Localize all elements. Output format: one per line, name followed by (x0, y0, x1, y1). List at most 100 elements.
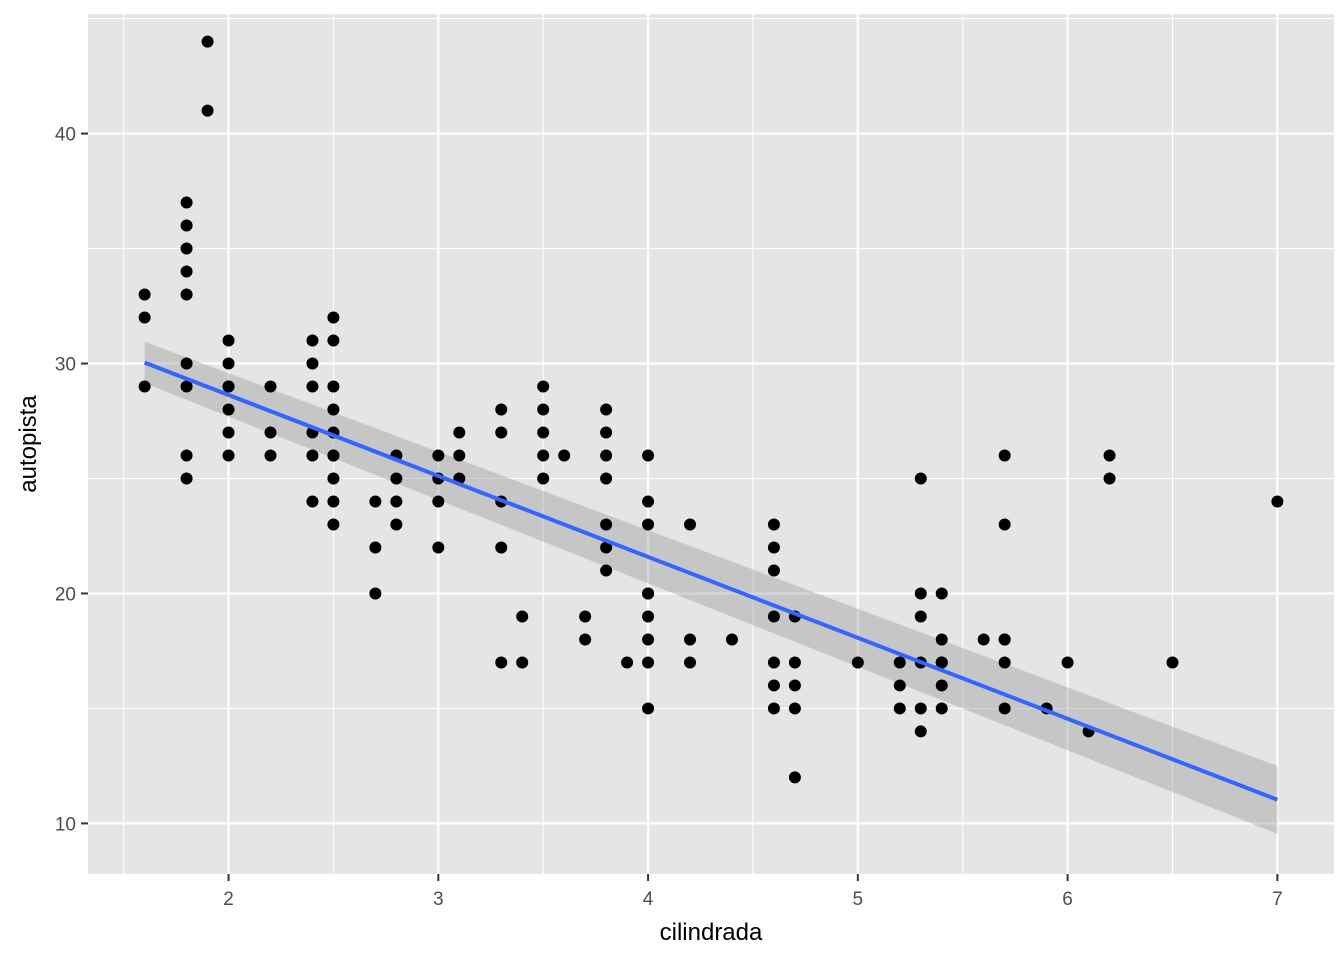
data-point (432, 541, 445, 554)
data-point (600, 564, 613, 577)
data-point (579, 610, 592, 623)
data-point (725, 633, 738, 646)
data-point (264, 449, 277, 462)
data-point (642, 610, 655, 623)
data-point (537, 380, 550, 393)
data-points (138, 35, 1284, 784)
data-point (306, 495, 319, 508)
data-point (642, 518, 655, 531)
data-point (935, 702, 948, 715)
data-point (684, 518, 697, 531)
x-tick-label: 7 (1272, 889, 1283, 910)
x-tick-label: 4 (643, 889, 654, 910)
data-point (180, 265, 193, 278)
data-point (600, 426, 613, 439)
data-point (222, 403, 235, 416)
data-point (222, 426, 235, 439)
data-point (1166, 656, 1179, 669)
y-tick-label: 20 (55, 584, 76, 605)
data-point (201, 35, 214, 48)
data-point (767, 518, 780, 531)
data-point (327, 380, 340, 393)
data-point (432, 495, 445, 508)
data-point (495, 403, 508, 416)
data-point (935, 656, 948, 669)
data-point (767, 564, 780, 577)
data-point (516, 610, 529, 623)
data-point (558, 449, 571, 462)
data-point (914, 472, 927, 485)
data-point (306, 380, 319, 393)
data-point (327, 495, 340, 508)
data-point (264, 426, 277, 439)
data-point (138, 288, 151, 301)
data-point (495, 426, 508, 439)
data-point (327, 518, 340, 531)
data-point (327, 449, 340, 462)
data-point (390, 472, 403, 485)
data-point (327, 311, 340, 324)
data-point (935, 587, 948, 600)
y-tick-label: 10 (55, 814, 76, 835)
y-axis-title: autopista (15, 395, 42, 493)
data-point (600, 449, 613, 462)
data-point (788, 771, 801, 784)
data-point (600, 472, 613, 485)
data-point (327, 472, 340, 485)
data-point (180, 472, 193, 485)
data-point (390, 495, 403, 508)
data-point (495, 656, 508, 669)
data-point (306, 334, 319, 347)
data-point (306, 357, 319, 370)
y-tick-label: 40 (55, 125, 76, 146)
data-point (579, 633, 592, 646)
data-point (390, 518, 403, 531)
data-point (621, 656, 634, 669)
data-point (1061, 656, 1074, 669)
data-point (327, 334, 340, 347)
major-gridlines (88, 14, 1334, 874)
plot-panel (88, 14, 1334, 874)
data-point (180, 288, 193, 301)
data-point (767, 679, 780, 692)
y-tick-label: 30 (55, 355, 76, 376)
data-point (998, 518, 1011, 531)
data-point (600, 403, 613, 416)
data-point (537, 472, 550, 485)
data-point (642, 587, 655, 600)
data-point (600, 518, 613, 531)
x-tick-label: 3 (433, 889, 444, 910)
data-point (767, 610, 780, 623)
data-point (306, 449, 319, 462)
data-point (642, 656, 655, 669)
data-point (264, 380, 277, 393)
data-point (180, 196, 193, 209)
data-point (642, 449, 655, 462)
regression-line (143, 360, 1279, 802)
x-axis-title: cilindrada (660, 919, 763, 946)
data-point (222, 334, 235, 347)
data-point (893, 679, 906, 692)
data-point (369, 587, 382, 600)
data-point (222, 380, 235, 393)
data-point (222, 357, 235, 370)
data-point (1103, 449, 1116, 462)
data-point (767, 656, 780, 669)
data-point (1271, 495, 1284, 508)
data-point (600, 541, 613, 554)
x-tick-label: 5 (853, 889, 864, 910)
data-point (851, 656, 864, 669)
data-point (998, 449, 1011, 462)
x-tick-label: 2 (223, 889, 234, 910)
data-point (432, 449, 445, 462)
data-point (369, 541, 382, 554)
data-point (453, 449, 466, 462)
x-axis-ticks: 2 3 4 5 6 7 (223, 874, 1283, 910)
data-point (642, 495, 655, 508)
data-point (767, 702, 780, 715)
data-point (642, 702, 655, 715)
data-point (935, 679, 948, 692)
data-point (788, 702, 801, 715)
data-point (998, 656, 1011, 669)
data-point (516, 656, 529, 669)
